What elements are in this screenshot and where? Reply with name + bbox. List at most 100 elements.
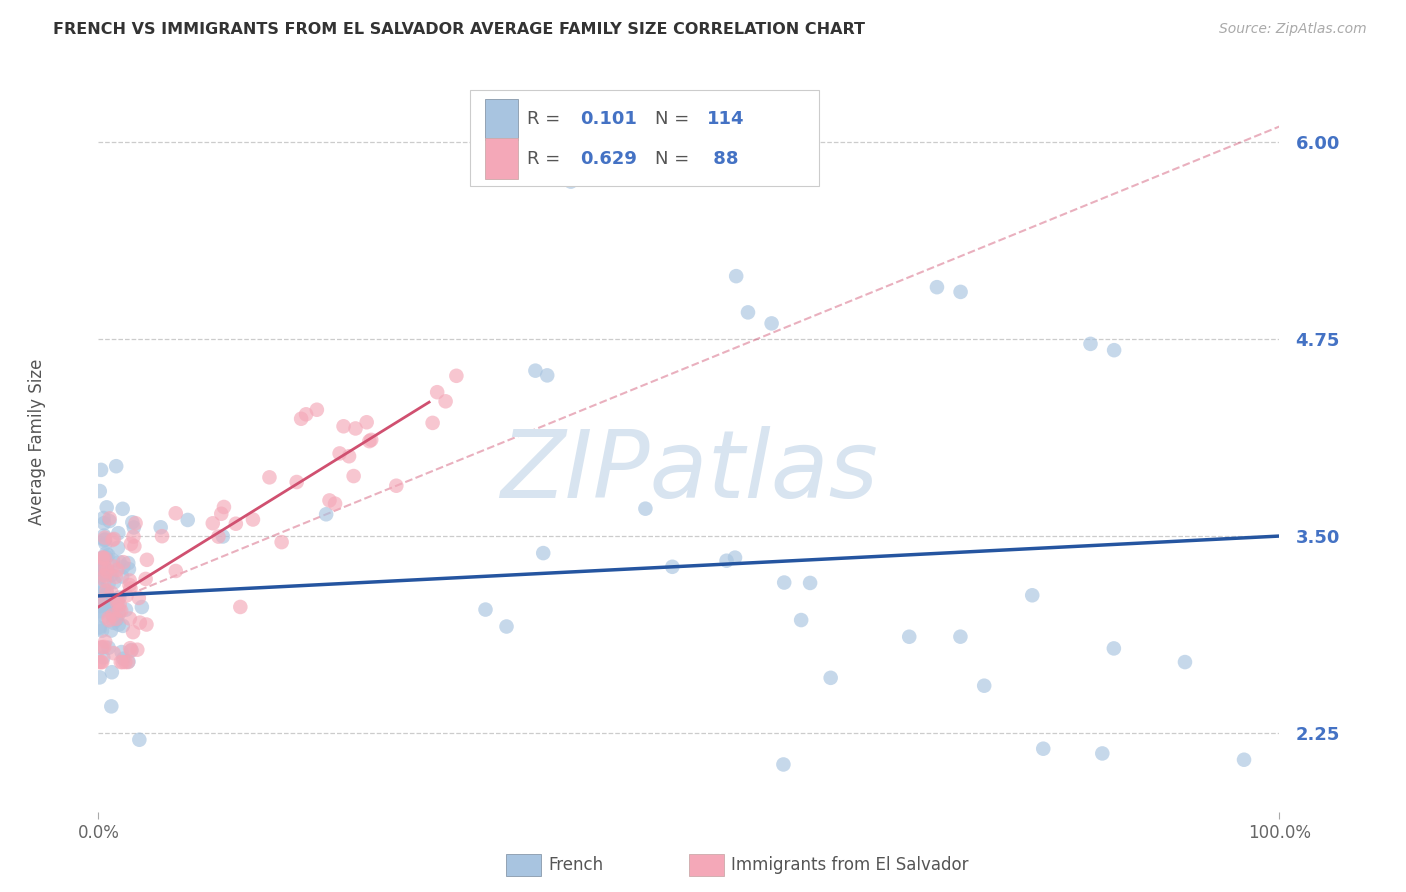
Point [305, 402, 328, 417]
Point [121, 516, 143, 530]
Point [318, 493, 340, 508]
Point [97, 640, 120, 655]
Point [108, 555, 131, 569]
Point [89, 670, 111, 684]
Point [177, 513, 200, 527]
Text: N =: N = [655, 150, 695, 168]
Point [87, 586, 110, 600]
Point [1091, 747, 1114, 761]
Text: FRENCH VS IMMIGRANTS FROM EL SALVADOR AVERAGE FAMILY SIZE CORRELATION CHART: FRENCH VS IMMIGRANTS FROM EL SALVADOR AV… [53, 22, 866, 37]
Point [107, 526, 129, 541]
Point [91, 655, 114, 669]
Point [91, 550, 114, 565]
Point [90, 640, 112, 655]
Point [114, 655, 136, 669]
Point [925, 280, 948, 294]
Point [115, 589, 138, 603]
Point [94, 596, 117, 610]
Point [259, 470, 281, 484]
Point [209, 507, 232, 521]
Point [89, 484, 111, 499]
Point [100, 624, 122, 638]
Point [122, 520, 145, 534]
Point [122, 625, 145, 640]
Point [344, 421, 367, 435]
Point [90, 566, 112, 581]
Point [101, 553, 124, 567]
Point [360, 433, 382, 447]
FancyBboxPatch shape [485, 99, 517, 140]
Point [446, 368, 468, 383]
Point [329, 446, 352, 460]
Point [115, 602, 138, 616]
Point [1021, 588, 1043, 602]
Point [91, 640, 114, 655]
Point [96, 550, 118, 565]
Point [290, 411, 312, 425]
Point [91, 650, 114, 665]
Point [93, 553, 115, 567]
Point [100, 567, 122, 582]
Point [105, 459, 128, 474]
Point [165, 506, 187, 520]
Point [105, 596, 128, 610]
Point [359, 434, 381, 449]
Point [96, 500, 118, 515]
Point [104, 612, 127, 626]
Point [93, 574, 115, 588]
Point [98, 600, 121, 615]
Point [103, 646, 125, 660]
Text: 114: 114 [707, 111, 744, 128]
Point [1102, 343, 1125, 358]
Point [799, 576, 821, 591]
Point [87, 620, 110, 634]
Point [91, 551, 114, 566]
Point [135, 617, 157, 632]
Text: R =: R = [527, 150, 567, 168]
Point [110, 655, 132, 669]
Point [117, 655, 139, 669]
Point [1174, 655, 1197, 669]
Point [898, 630, 921, 644]
Point [725, 269, 748, 284]
Point [207, 530, 229, 544]
Point [135, 572, 157, 586]
Point [426, 385, 449, 400]
Point [91, 624, 114, 638]
Point [87, 570, 110, 584]
Text: Source: ZipAtlas.com: Source: ZipAtlas.com [1219, 22, 1367, 37]
Point [737, 305, 759, 319]
Point [93, 528, 115, 542]
Point [356, 415, 378, 429]
Point [97, 548, 120, 562]
Point [790, 613, 813, 627]
Point [716, 554, 738, 568]
Point [201, 516, 224, 531]
Point [1032, 741, 1054, 756]
Point [103, 532, 125, 546]
Point [1233, 753, 1256, 767]
Point [120, 641, 142, 656]
Point [107, 593, 129, 607]
Point [135, 553, 157, 567]
Point [111, 569, 134, 583]
Point [1080, 337, 1102, 351]
Point [93, 516, 115, 531]
FancyBboxPatch shape [471, 90, 818, 186]
Point [107, 607, 129, 621]
Point [229, 599, 252, 614]
Point [97, 595, 120, 609]
Point [105, 612, 128, 626]
Point [96, 565, 118, 579]
Point [536, 368, 558, 383]
Point [285, 475, 308, 489]
Point [90, 569, 112, 583]
Point [118, 574, 141, 588]
Point [295, 407, 318, 421]
FancyBboxPatch shape [485, 138, 517, 179]
Point [96, 583, 118, 598]
Point [98, 511, 121, 525]
Point [87, 604, 110, 618]
Point [124, 516, 146, 530]
Point [111, 619, 134, 633]
